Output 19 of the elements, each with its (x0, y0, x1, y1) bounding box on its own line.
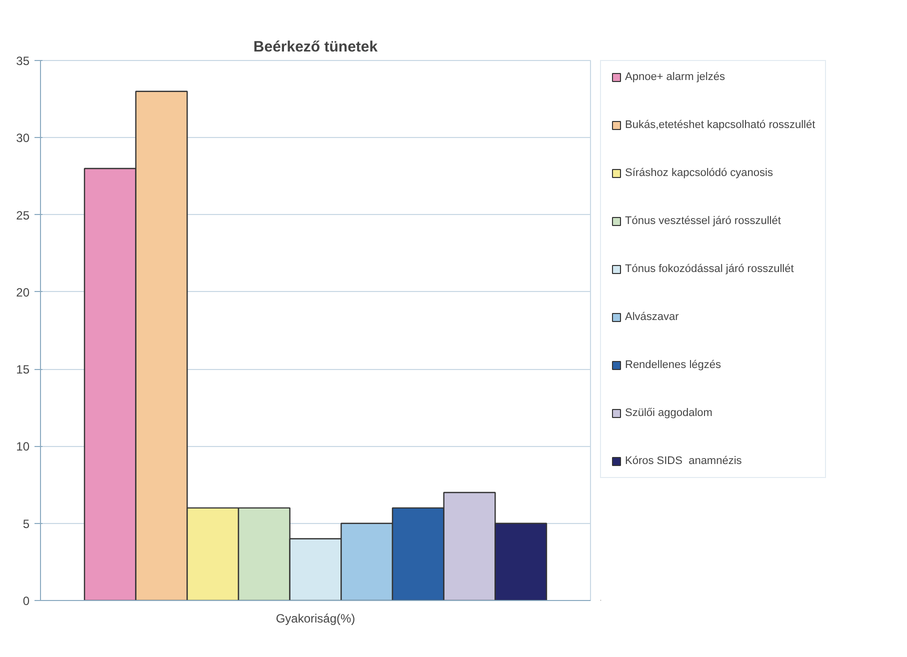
y-tick-label: 25 (16, 208, 30, 222)
legend-label: Szülői aggodalom (625, 407, 712, 419)
y-tick-label: 0 (22, 594, 30, 608)
y-tick-label: 10 (16, 440, 30, 454)
y-tick-label: 20 (16, 285, 30, 300)
legend-label: Rendellenes légzés (625, 359, 722, 371)
legend-label: Bukás,etetéshet kapcsolható rosszullét (625, 119, 816, 131)
legend-label: Tónus vesztéssel járó rosszullét (625, 215, 781, 227)
x-tick-label: Gyakoriság(%) (276, 612, 356, 626)
y-tick-label: 30 (16, 131, 30, 146)
y-tick-label: 5 (22, 516, 30, 531)
legend-label: Alvászavar (625, 311, 679, 323)
y-tick-label: 35 (16, 54, 30, 68)
legend-label: Tónus fokozódással járó rosszullét (625, 263, 794, 275)
y-tick-label: 15 (16, 362, 30, 377)
chart-title: Beérkező tünetek (253, 38, 378, 56)
legend-label: Kóros SIDS anamnézis (625, 455, 742, 467)
legend-label: Síráshoz kapcsolódó cyanosis (625, 167, 773, 179)
legend-label: Apnoe+ alarm jelzés (625, 71, 725, 83)
